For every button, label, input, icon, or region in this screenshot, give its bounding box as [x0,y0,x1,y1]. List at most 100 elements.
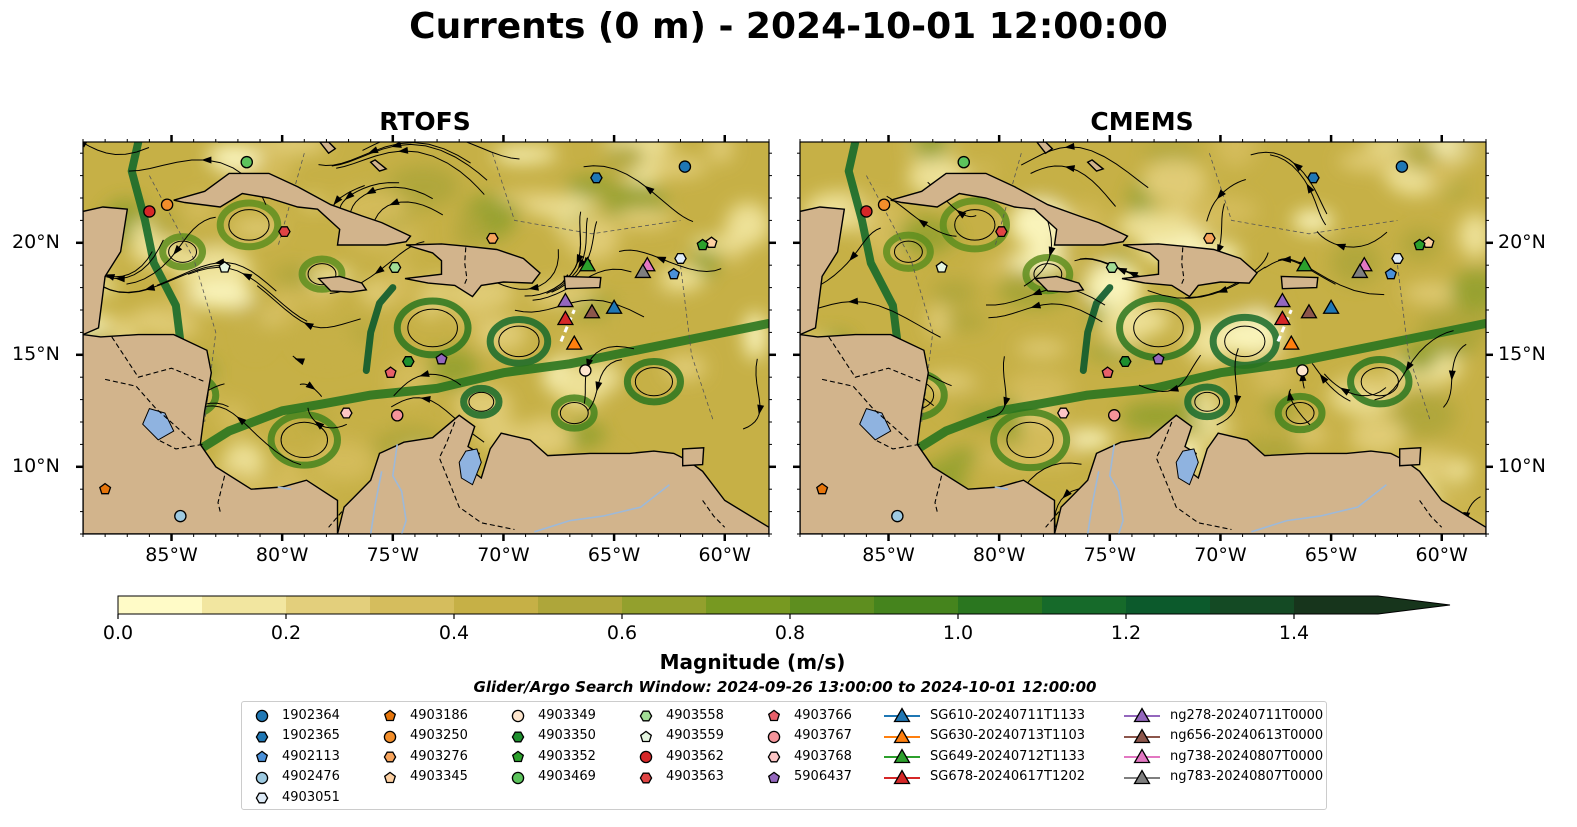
legend-marker-pentagon-icon [767,709,781,722]
legend-label: 4903558 [666,707,724,723]
colorbar-segment [1294,596,1379,614]
colorbar-segment [958,596,1043,614]
legend-marker-circle-icon [511,771,525,784]
legend-label: 4903051 [282,789,340,805]
obs-marker-4903562 [143,205,156,218]
legend-marker-pentagon-icon [383,709,397,722]
lon-tick-label: 80°W [972,544,1026,566]
colorbar-tick-label: 0.2 [270,622,302,644]
obs-marker-4903051 [674,252,687,264]
legend-label: 4902476 [282,769,340,784]
obs-marker-4903558 [388,261,402,273]
legend-label: 5906437 [794,769,852,784]
colorbar-tick-label: 1.4 [1278,622,1310,644]
obs-marker-4903345 [705,236,718,248]
colorbar-segment [370,596,455,614]
legend-marker-pentagon-icon [639,730,653,742]
lat-tick-label-left: 20°N [12,230,60,253]
legend-label: SG678-20240617T1202 [930,769,1086,784]
obs-marker-ng783-20240807T0000 [634,263,652,279]
obs-marker-4903559 [218,260,231,273]
legend-label: 4903768 [794,748,852,764]
colorbar-segment [1126,596,1211,614]
legend-label: SG649-20240712T1133 [930,748,1086,764]
legend-marker-hexagon-icon [767,751,781,763]
legend-item: 1902364 [252,705,340,725]
legend-label: ng738-20240807T0000 [1170,748,1324,764]
obs-marker-SG649-20240712T1133 [1295,256,1314,272]
obs-marker-1902364 [678,160,692,173]
legend-marker-triangle-icon [884,727,920,743]
legend-label: 4903563 [666,769,724,784]
legend-item: SG630-20240713T1103 [884,726,1085,746]
legend-item: ng278-20240711T0000 [1124,705,1323,725]
legend-label: 4903350 [538,728,596,743]
legend-item: ng738-20240807T0000 [1124,746,1323,766]
obs-marker-4903469 [240,155,254,169]
legend-marker-triangle-icon [1124,707,1160,723]
legend-marker-pentagon-icon [767,771,781,783]
map-panel-cmems [793,135,1493,541]
obs-marker-1902364 [1395,160,1409,173]
legend-label: 4903186 [410,707,468,723]
obs-marker-1902365 [1307,172,1320,184]
lat-tick-label-left: 15°N [12,342,60,365]
figure-title: Currents (0 m) - 2024-10-01 12:00:00 [409,6,1168,47]
colorbar-segment [1210,596,1295,614]
obs-marker-SG630-20240713T1103 [565,334,583,350]
obs-marker-4903250 [160,198,174,211]
legend-marker-triangle-icon [1124,748,1160,764]
legend-marker-hexagon-icon [383,751,397,763]
legend-marker-circle-icon [511,709,525,723]
colorbar-segment [286,596,371,614]
lon-tick-label: 85°W [145,544,198,566]
legend-item: 4902113 [252,746,340,766]
obs-marker-SG610-20240711T1133 [1322,298,1340,314]
lon-tick-label: 65°W [587,544,641,566]
legend-item: 4903276 [380,746,468,766]
obs-marker-SG678-20240617T1202 [1273,310,1292,326]
legend-item: 5906437 [764,767,852,787]
lon-tick-label: 60°W [1415,544,1468,566]
legend-label: 4903766 [794,707,852,723]
colorbar-segment [622,596,707,614]
obs-marker-SG610-20240711T1133 [605,298,623,314]
lat-tick-label-right: 10°N [1498,454,1546,477]
legend-label: 4903562 [666,748,724,764]
legend-marker-hexagon-icon [255,731,269,742]
legend-label: 4903345 [410,769,468,784]
obs-marker-5906437 [1152,352,1165,365]
legend-item: 4903559 [636,726,724,746]
panel-title-rtofs: RTOFS [379,107,471,136]
legend-marker-triangle-icon [884,748,920,764]
legend-item: ng783-20240807T0000 [1124,767,1323,787]
legend-marker-pentagon-icon [255,750,269,763]
colorbar-segment [706,596,791,614]
obs-marker-SG630-20240713T1103 [1282,334,1300,350]
obs-marker-4903558 [1105,261,1119,273]
colorbar-segment [1042,596,1127,614]
lat-tick-label-right: 15°N [1498,342,1546,365]
legend-label: SG630-20240713T1103 [930,728,1086,743]
obs-marker-4903352 [1413,238,1426,251]
legend-item: 4903766 [764,705,852,725]
legend-item: 4903250 [380,726,468,746]
legend-marker-pentagon-icon [383,771,397,783]
lon-tick-label: 60°W [698,544,751,566]
legend-label: 4903767 [794,728,852,743]
obs-marker-4903051 [1391,252,1404,264]
legend-item: 4903186 [380,705,468,725]
colorbar-tick-label: 1.0 [942,622,974,644]
legend-label: 4903352 [538,748,596,764]
obs-marker-4903469 [957,155,971,169]
obs-marker-4903768 [1056,407,1070,419]
lon-tick-label: 75°W [366,544,420,566]
obs-marker-4903559 [935,260,948,273]
obs-marker-4902113 [1384,267,1397,280]
obs-marker-4903186 [816,482,829,495]
colorbar-segment [454,596,539,614]
legend-marker-hexagon-icon [255,792,269,804]
legend-item: 4903350 [508,726,596,746]
colorbar-tick-label: 0.8 [774,622,806,644]
legend-marker-hexagon-icon [639,772,653,783]
